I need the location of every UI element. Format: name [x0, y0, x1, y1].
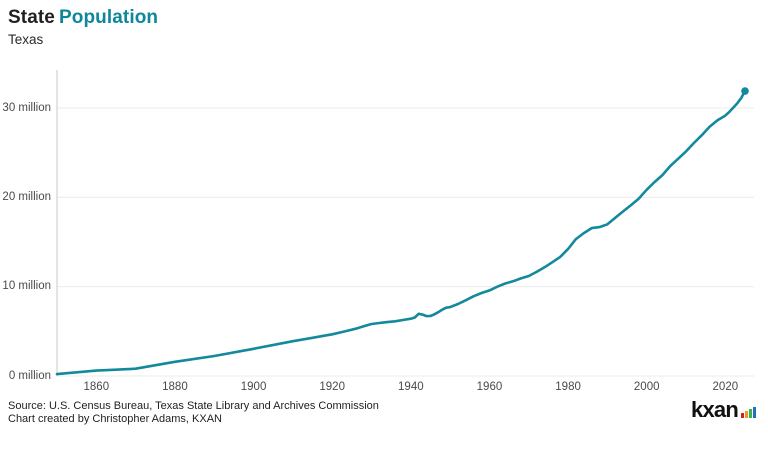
- x-axis-label: 1900: [240, 381, 267, 393]
- source-attribution: Source: U.S. Census Bureau, Texas State …: [8, 400, 379, 426]
- kxan-logo: kxan: [691, 399, 756, 421]
- y-axis-label: 10 million: [2, 280, 51, 293]
- x-axis-label: 1960: [476, 381, 503, 393]
- y-axis-label: 20 million: [2, 190, 51, 203]
- page-title: State Population: [8, 7, 158, 29]
- signal-bar-orange: [745, 411, 748, 418]
- x-axis-label: 1940: [398, 381, 424, 393]
- x-axis-label: 1880: [162, 381, 188, 393]
- kxan-logo-text: kxan: [691, 397, 739, 422]
- chart-title-accent: Population: [58, 7, 159, 28]
- source-line-1: Source: U.S. Census Bureau, Texas State …: [8, 400, 379, 412]
- y-axis-label: 0 million: [8, 369, 51, 382]
- chart-subtitle: Texas: [8, 32, 44, 47]
- population-trend-line: [55, 89, 747, 376]
- signal-bar-green: [749, 409, 752, 418]
- signal-bar-blue: [753, 407, 756, 418]
- line-end-dot: [741, 87, 749, 95]
- source-line-2: Chart created by Christopher Adams, KXAN: [8, 413, 222, 425]
- x-axis-label: 1980: [555, 381, 581, 393]
- signal-bar-red: [741, 413, 744, 418]
- y-axis-label: 30 million: [2, 101, 51, 114]
- x-axis-label: 2000: [633, 381, 660, 393]
- signal-bars-icon: [740, 407, 756, 421]
- x-axis-label: 1860: [83, 381, 110, 393]
- chart-title-primary: State: [8, 7, 55, 28]
- chart-header: State Population Texas: [8, 7, 158, 47]
- x-axis-label: 1920: [319, 381, 345, 393]
- x-axis-label: 2020: [712, 381, 739, 393]
